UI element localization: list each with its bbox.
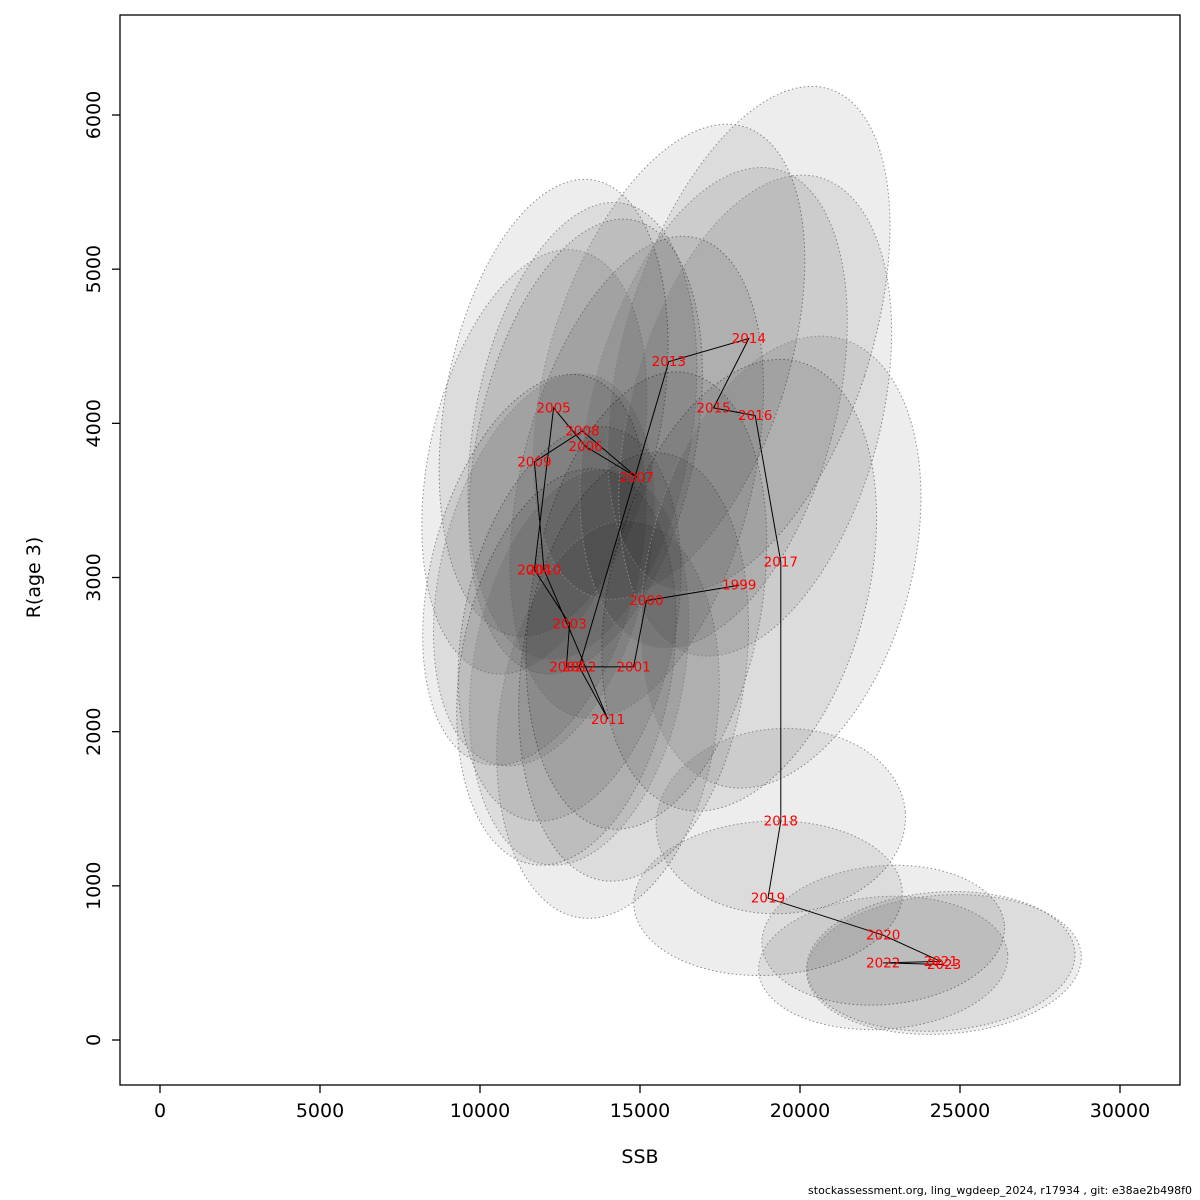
svg-text:5000: 5000	[83, 245, 105, 293]
footer-credit: stockassessment.org, ling_wgdeep_2024, r…	[808, 1184, 1192, 1197]
svg-text:6000: 6000	[83, 91, 105, 139]
year-label-2020: 2020	[866, 928, 900, 944]
svg-text:25000: 25000	[930, 1100, 990, 1122]
svg-text:0: 0	[83, 1034, 105, 1046]
year-label-2006: 2006	[568, 439, 602, 455]
year-label-2023: 2023	[927, 957, 961, 973]
year-labels: 1999 2000 2001 2002 2003 2004 2005 2006 2007 2008…	[517, 331, 961, 973]
year-label-2019: 2019	[751, 891, 785, 907]
svg-text:3000: 3000	[83, 553, 105, 601]
svg-text:20000: 20000	[770, 1100, 830, 1122]
year-label-2018: 2018	[764, 814, 798, 830]
year-label-2012: 2012	[562, 659, 596, 675]
year-label-2013: 2013	[652, 354, 686, 370]
year-label-2021: 2021	[924, 954, 958, 970]
year-label-2011: 2011	[591, 712, 625, 728]
trajectory-line	[533, 337, 945, 965]
svg-text:15000: 15000	[610, 1100, 670, 1122]
svg-text:4000: 4000	[83, 399, 105, 447]
year-label-1999: 1999	[722, 578, 756, 594]
svg-text:0: 0	[154, 1100, 166, 1122]
year-label-2003: 2003	[552, 616, 586, 632]
year-label-2015: 2015	[696, 400, 730, 416]
year-label-2017: 2017	[764, 555, 798, 571]
year-label-2004: 2004	[517, 562, 551, 578]
year-label-2010: 2010	[527, 562, 561, 578]
year-label-2007: 2007	[620, 470, 654, 486]
x-axis-title: SSB	[621, 1146, 658, 1168]
x-axis: 0 5000 10000 15000 20000 25000 30000	[154, 1085, 1150, 1122]
svg-text:2000: 2000	[83, 707, 105, 755]
y-axis: 0 1000 2000 3000 4000 5000 6000	[83, 91, 120, 1046]
svg-text:10000: 10000	[450, 1100, 510, 1122]
year-label-2008: 2008	[565, 424, 599, 440]
confidence-ellipses	[421, 85, 1082, 1035]
year-label-2000: 2000	[629, 593, 663, 609]
year-label-2014: 2014	[732, 331, 766, 347]
year-label-2016: 2016	[738, 408, 772, 424]
svg-text:30000: 30000	[1090, 1100, 1150, 1122]
plot-frame	[119, 14, 1181, 1086]
year-label-2022: 2022	[866, 955, 900, 971]
year-label-2001: 2001	[616, 659, 650, 675]
y-axis-title: R(age 3)	[23, 537, 45, 619]
year-label-2005: 2005	[536, 400, 570, 416]
svg-text:1000: 1000	[83, 862, 105, 910]
year-path	[533, 337, 945, 965]
year-label-2009: 2009	[517, 454, 551, 470]
year-label-2002: 2002	[549, 659, 583, 675]
svg-text:5000: 5000	[296, 1100, 344, 1122]
